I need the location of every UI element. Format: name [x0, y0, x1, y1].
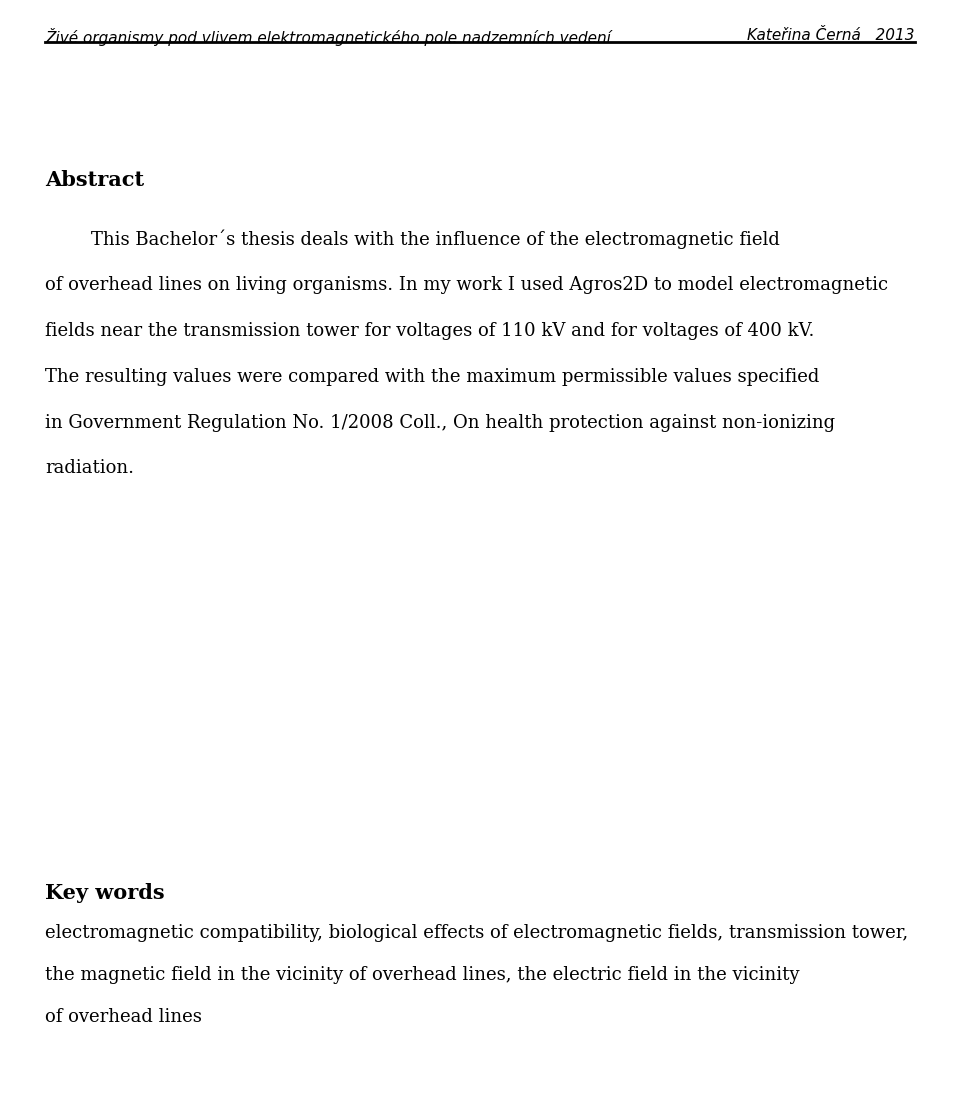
Text: The resulting values were compared with the maximum permissible values specified: The resulting values were compared with …	[45, 368, 820, 385]
Text: of overhead lines on living organisms. In my work I used Agros2D to model electr: of overhead lines on living organisms. I…	[45, 276, 888, 293]
Text: Key words: Key words	[45, 883, 165, 903]
Text: radiation.: radiation.	[45, 459, 134, 477]
Text: fields near the transmission tower for voltages of 110 kV and for voltages of 40: fields near the transmission tower for v…	[45, 322, 814, 339]
Text: Kateřina Černá   2013: Kateřina Černá 2013	[748, 28, 915, 44]
Text: in Government Regulation No. 1/2008 Coll., On health protection against non-ioni: in Government Regulation No. 1/2008 Coll…	[45, 414, 835, 431]
Text: the magnetic field in the vicinity of overhead lines, the electric field in the : the magnetic field in the vicinity of ov…	[45, 966, 800, 984]
Text: Živé organismy pod vlivem elektromagnetického pole nadzemních vedení: Živé organismy pod vlivem elektromagneti…	[45, 28, 611, 46]
Text: This Bachelor´s thesis deals with the influence of the electromagnetic field: This Bachelor´s thesis deals with the in…	[45, 230, 780, 249]
Text: electromagnetic compatibility, biological effects of electromagnetic fields, tra: electromagnetic compatibility, biologica…	[45, 924, 908, 942]
Text: Abstract: Abstract	[45, 170, 144, 189]
Text: of overhead lines: of overhead lines	[45, 1008, 202, 1025]
